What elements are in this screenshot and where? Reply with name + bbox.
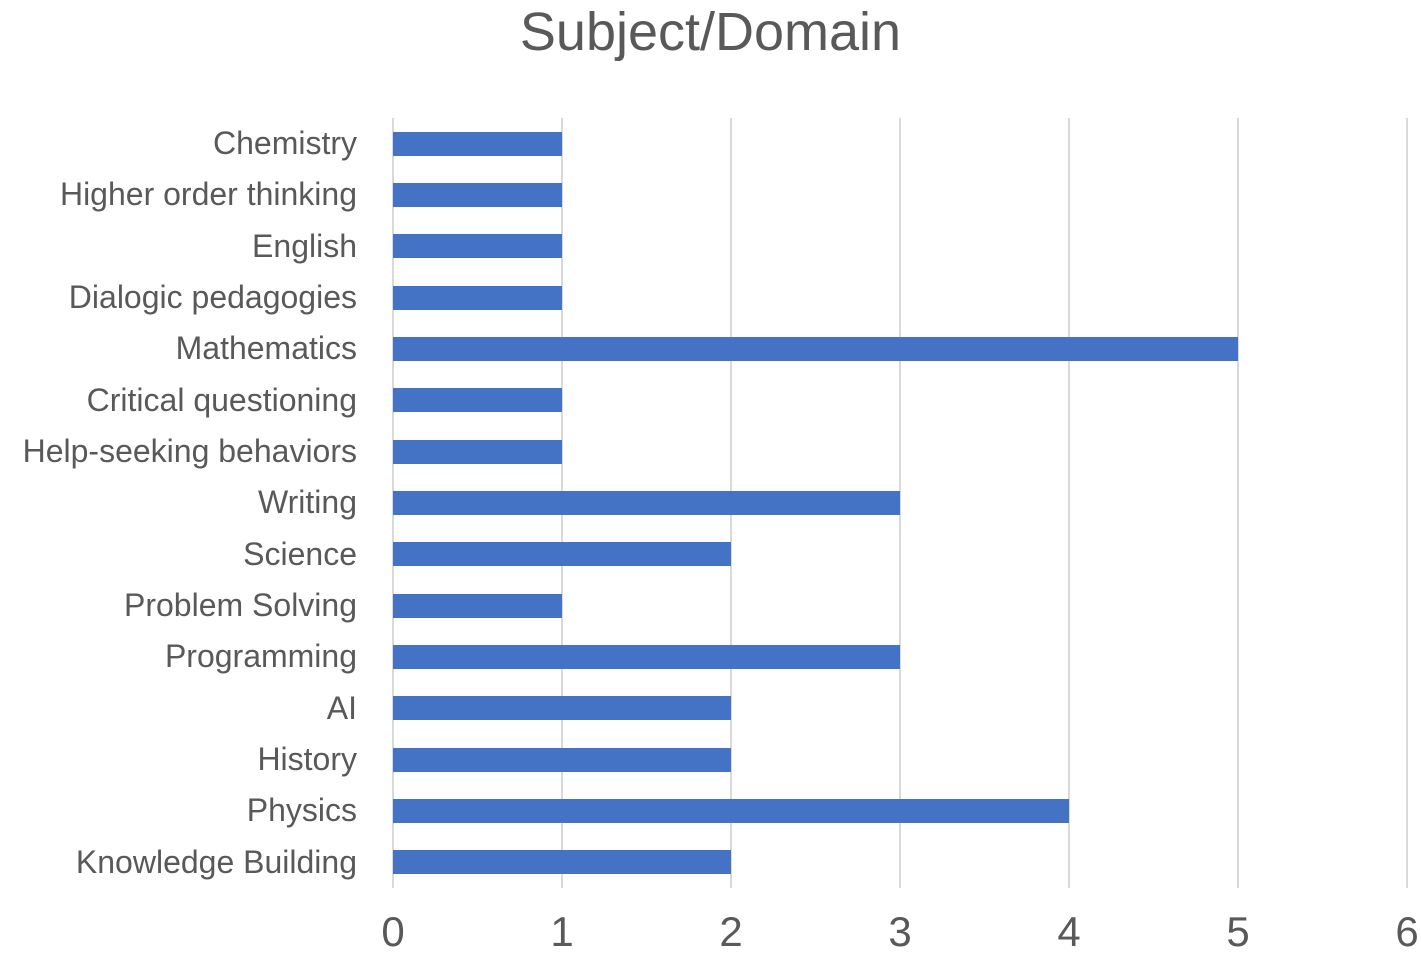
category-label-english: English bbox=[252, 227, 357, 264]
category-label-critical-questioning: Critical questioning bbox=[86, 381, 357, 418]
category-label-mathematics: Mathematics bbox=[175, 330, 357, 367]
category-label-higher-order-thinking: Higher order thinking bbox=[59, 176, 357, 213]
category-label-programming: Programming bbox=[164, 638, 357, 675]
bar-row bbox=[393, 837, 1407, 888]
bar-row bbox=[393, 221, 1407, 272]
bar-row bbox=[393, 272, 1407, 323]
gridline-6 bbox=[1406, 118, 1408, 888]
bar-programming bbox=[393, 644, 900, 669]
category-label-ai: AI bbox=[326, 689, 357, 726]
x-tick-label-1: 1 bbox=[550, 908, 574, 955]
category-label-help-seeking-behaviors: Help-seeking behaviors bbox=[22, 433, 357, 469]
bar-row bbox=[393, 375, 1407, 426]
category-label-problem-solving: Problem Solving bbox=[124, 587, 357, 623]
bar-help-seeking-behaviors bbox=[393, 439, 562, 464]
plot-area bbox=[392, 118, 1408, 888]
bar-chemistry bbox=[393, 131, 562, 156]
bar-english bbox=[393, 234, 562, 259]
x-tick-label-3: 3 bbox=[888, 908, 912, 955]
gridline-5 bbox=[1237, 118, 1239, 888]
bar-history bbox=[393, 747, 731, 772]
bar-row bbox=[393, 529, 1407, 580]
category-label-science: Science bbox=[243, 535, 357, 572]
category-label-chemistry: Chemistry bbox=[212, 125, 357, 161]
x-tick-label-6: 6 bbox=[1395, 908, 1419, 955]
bar-writing bbox=[393, 490, 900, 515]
bar-row bbox=[393, 323, 1407, 374]
x-tick-label-0: 0 bbox=[381, 908, 405, 955]
category-label-physics: Physics bbox=[246, 792, 357, 829]
bar-problem-solving bbox=[393, 593, 562, 618]
bar-row bbox=[393, 631, 1407, 682]
x-tick-label-2: 2 bbox=[719, 908, 743, 955]
x-tick-label-5: 5 bbox=[1226, 908, 1250, 955]
bar-row bbox=[393, 118, 1407, 169]
bar-higher-order-thinking bbox=[393, 182, 562, 207]
chart-title: Subject/Domain bbox=[519, 2, 902, 62]
bar-row bbox=[393, 734, 1407, 785]
bar-ai bbox=[393, 696, 731, 721]
bar-mathematics bbox=[393, 336, 1238, 361]
category-axis-labels: Chemistry Higher order thinking English Dia… bbox=[0, 118, 357, 888]
bar-row bbox=[393, 169, 1407, 220]
bar-knowledge-building bbox=[393, 850, 731, 875]
gridline-3 bbox=[899, 118, 901, 888]
bar-science bbox=[393, 542, 731, 567]
bar-row bbox=[393, 426, 1407, 477]
bar-row bbox=[393, 477, 1407, 528]
category-label-history: History bbox=[257, 741, 357, 777]
bar-row bbox=[393, 580, 1407, 631]
bar-dialogic-pedagogies bbox=[393, 285, 562, 310]
bar-critical-questioning bbox=[393, 388, 562, 413]
category-label-knowledge-building: Knowledge Building bbox=[75, 843, 357, 880]
gridline-4 bbox=[1068, 118, 1070, 888]
x-tick-label-4: 4 bbox=[1057, 908, 1081, 955]
bar-physics bbox=[393, 798, 1069, 823]
category-label-writing: Writing bbox=[258, 484, 357, 521]
category-label-dialogic-pedagogies: Dialogic pedagogies bbox=[68, 279, 357, 315]
bar-row bbox=[393, 683, 1407, 734]
bar-row bbox=[393, 785, 1407, 836]
